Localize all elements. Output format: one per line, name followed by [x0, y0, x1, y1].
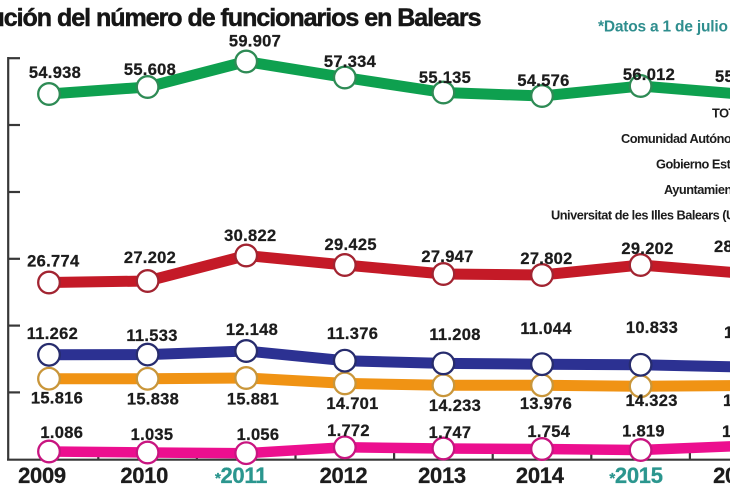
svg-text:*Datos a 1 de julio: *Datos a 1 de julio [598, 19, 728, 36]
svg-text:15.881: 15.881 [227, 391, 279, 409]
svg-text:Ayuntamientos: Ayuntamientos [664, 182, 730, 197]
svg-text:2013: 2013 [418, 463, 466, 488]
svg-text:*2015: *2015 [609, 463, 662, 488]
svg-text:13.976: 13.976 [520, 395, 572, 413]
svg-text:54.938: 54.938 [29, 64, 81, 82]
svg-text:26.774: 26.774 [27, 253, 80, 271]
svg-text:59.907: 59.907 [229, 33, 281, 51]
svg-text:1.747: 1.747 [429, 424, 472, 442]
svg-text:11.262: 11.262 [27, 325, 78, 343]
svg-text:1.819: 1.819 [622, 423, 665, 441]
svg-text:54.576: 54.576 [517, 72, 569, 90]
svg-text:29.425: 29.425 [325, 236, 377, 254]
svg-text:11.044: 11.044 [520, 320, 572, 338]
svg-text:55.608: 55.608 [124, 61, 176, 79]
svg-text:27.202: 27.202 [124, 249, 176, 267]
svg-text:2014: 2014 [516, 463, 565, 488]
svg-text:1.754: 1.754 [527, 423, 570, 441]
svg-text:2009: 2009 [18, 463, 66, 488]
svg-text:10.946: 10.946 [724, 324, 730, 342]
svg-text:15.838: 15.838 [127, 391, 179, 409]
svg-text:14.323: 14.323 [625, 392, 677, 410]
svg-text:11.533: 11.533 [126, 327, 177, 345]
svg-text:27.947: 27.947 [421, 248, 473, 266]
svg-text:56.012: 56.012 [623, 66, 675, 84]
svg-text:Universitat de les Illes Balea: Universitat de les Illes Balears (UIB) [551, 208, 730, 223]
svg-text:10.833: 10.833 [626, 319, 678, 337]
svg-text:Comunidad Autónoma: Comunidad Autónoma [621, 131, 730, 146]
svg-text:1.834: 1.834 [722, 423, 730, 441]
svg-text:2010: 2010 [120, 463, 168, 488]
svg-text:TOTAL: TOTAL [712, 106, 730, 121]
svg-text:11.208: 11.208 [429, 326, 480, 344]
svg-text:1.086: 1.086 [40, 424, 83, 442]
svg-text:29.202: 29.202 [621, 240, 673, 258]
svg-text:30.822: 30.822 [224, 227, 276, 245]
svg-text:15.816: 15.816 [31, 390, 83, 408]
svg-text:14.701: 14.701 [326, 395, 378, 413]
svg-text:Gobierno Estatal: Gobierno Estatal [656, 157, 730, 172]
svg-text:1.056: 1.056 [237, 426, 280, 444]
svg-text:57.334: 57.334 [324, 53, 377, 71]
svg-text:2012: 2012 [320, 463, 368, 488]
svg-text:ución del número de funcionari: ución del número de funcionarios en Bale… [0, 4, 481, 32]
svg-text:1.035: 1.035 [131, 426, 174, 444]
svg-text:11.376: 11.376 [327, 325, 378, 343]
svg-text:28.588: 28.588 [714, 238, 730, 256]
svg-text:1.772: 1.772 [327, 422, 370, 440]
svg-text:12.148: 12.148 [226, 321, 278, 339]
svg-text:2016: 2016 [713, 463, 730, 488]
svg-text:27.802: 27.802 [520, 250, 572, 268]
svg-text:55.327: 55.327 [715, 68, 730, 86]
svg-text:55.135: 55.135 [419, 69, 471, 87]
svg-text:*2011: *2011 [215, 463, 267, 488]
svg-text:14.126: 14.126 [723, 392, 730, 410]
svg-text:14.233: 14.233 [429, 397, 481, 415]
